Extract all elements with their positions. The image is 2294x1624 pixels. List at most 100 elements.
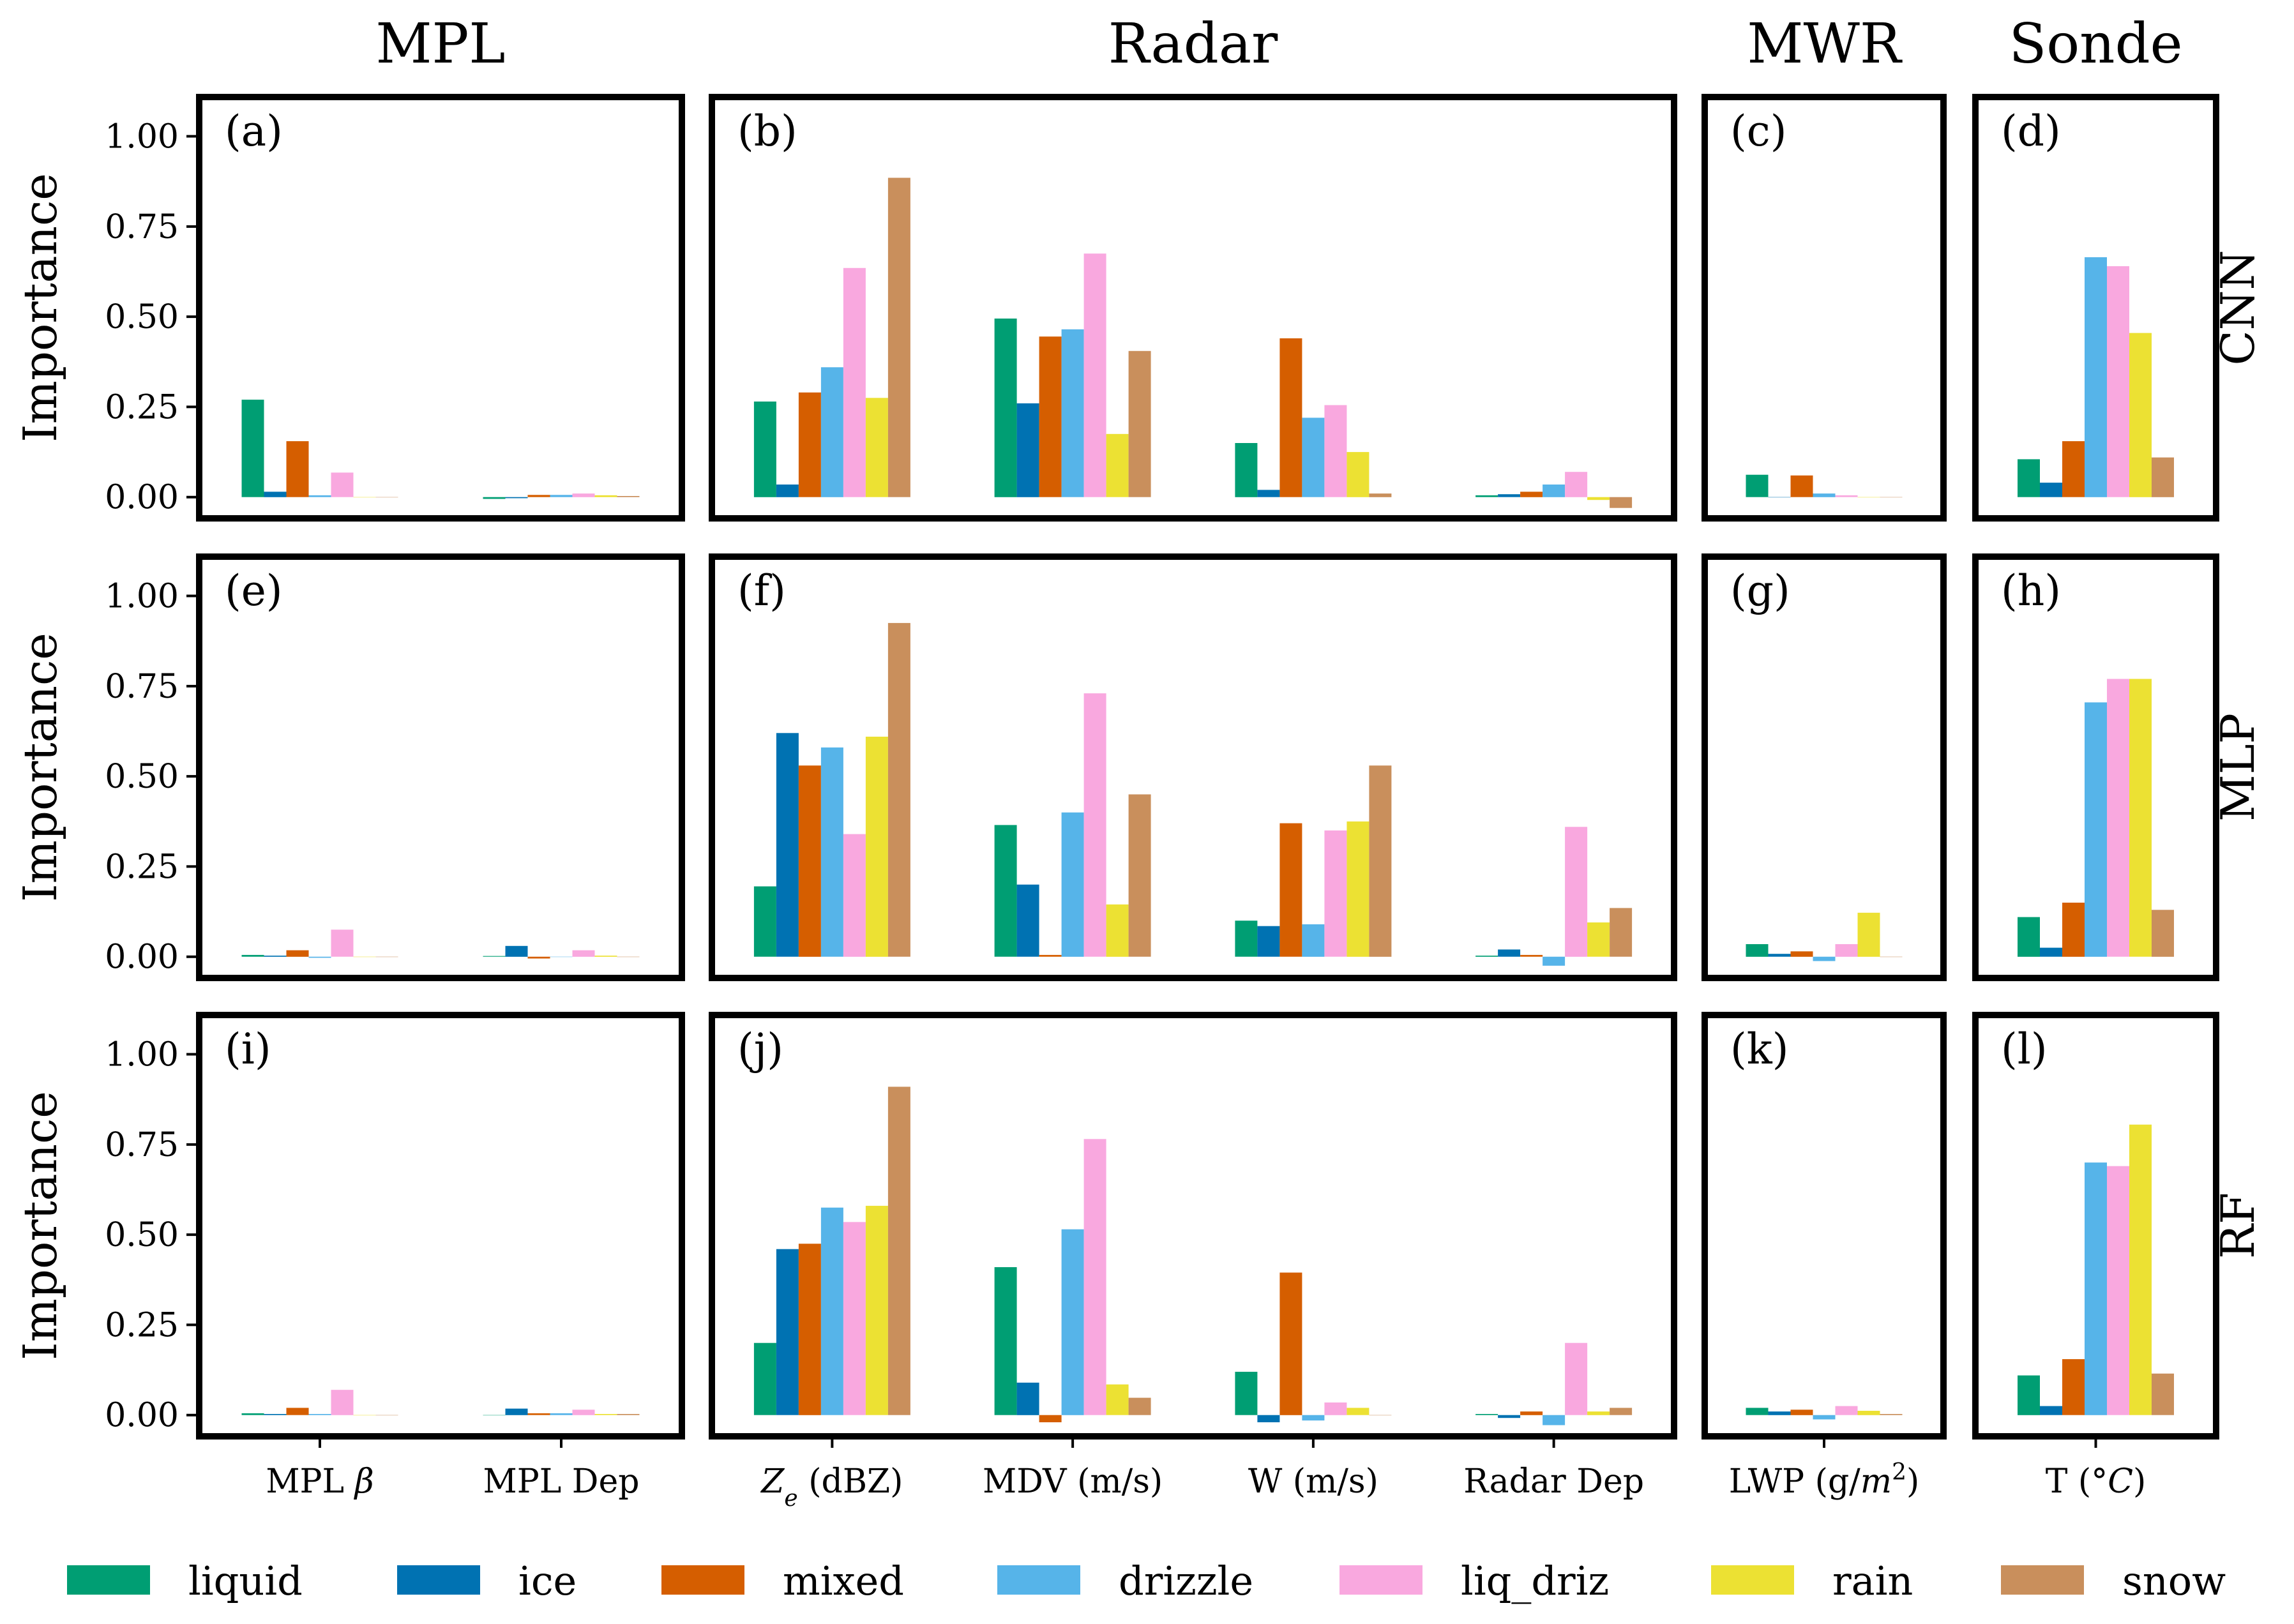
model-label-mlp: MLP xyxy=(2211,713,2265,822)
bar-liquid-j-f0 xyxy=(753,1342,776,1415)
bar-liq-driz-l-f0 xyxy=(2107,1166,2129,1415)
bar-mixed-b-f0 xyxy=(798,392,821,497)
legend-label-snow: snow xyxy=(2122,1558,2226,1604)
bar-drizzle-b-f1 xyxy=(1061,329,1084,497)
bar-drizzle-f-f0 xyxy=(820,747,843,957)
bar-snow-e-f0 xyxy=(375,956,398,958)
bar-mixed-l-f0 xyxy=(2062,1359,2085,1415)
legend-swatch-liquid xyxy=(67,1565,150,1595)
bar-liq-driz-i-f0 xyxy=(331,1390,354,1415)
legend-label-rain: rain xyxy=(1832,1558,1913,1604)
legend-item-mixed: mixed xyxy=(661,1558,904,1604)
legend-item-liq-driz: liq_driz xyxy=(1339,1558,1609,1604)
bar-liquid-e-f1 xyxy=(483,956,506,957)
bar-liq-driz-k-f0 xyxy=(1835,1406,1858,1415)
panels: (a) 0.00 0.25 0.50 0.75 1.00 Importance (b) (c) (… xyxy=(13,94,2219,1512)
bar-snow-a-f0 xyxy=(375,497,398,498)
panel-b: (b) xyxy=(709,94,1677,522)
bar-ice-l-f0 xyxy=(2040,1406,2062,1415)
y-tick-label: 0.25 xyxy=(105,388,179,426)
bar-snow-j-f3 xyxy=(1610,1408,1633,1415)
bar-drizzle-l-f0 xyxy=(2085,1162,2107,1415)
bar-rain-i-f1 xyxy=(594,1414,617,1415)
bar-liquid-a-f0 xyxy=(241,400,264,497)
bar-liquid-i-f0 xyxy=(241,1413,264,1415)
x-tick-label: LWP (g/m2) xyxy=(1729,1459,1920,1501)
panel-frame xyxy=(196,1012,685,1440)
bar-ice-f-f1 xyxy=(1016,884,1039,957)
panel-frame xyxy=(709,1012,1677,1440)
bar-mixed-b-f2 xyxy=(1279,338,1302,497)
panel-frame xyxy=(1972,1012,2219,1440)
bar-liquid-f-f0 xyxy=(753,886,776,957)
legend-swatch-liq-driz xyxy=(1339,1565,1422,1595)
bar-liq-driz-f-f1 xyxy=(1083,693,1106,957)
bar-rain-a-f1 xyxy=(594,495,617,497)
bar-snow-k-f0 xyxy=(1880,1414,1903,1415)
group-title-sonde: Sonde xyxy=(2009,12,2182,76)
bar-rain-f-f1 xyxy=(1106,904,1129,957)
panel-label: (e) xyxy=(225,566,283,615)
bar-snow-f-f2 xyxy=(1369,765,1392,957)
panel-label: (c) xyxy=(1730,107,1786,156)
bar-liquid-a-f1 xyxy=(483,497,506,499)
bar-ice-f-f2 xyxy=(1257,926,1280,957)
y-tick-label: 0.50 xyxy=(105,758,179,796)
bar-ice-a-f0 xyxy=(264,492,287,497)
group-titles: MPL Radar MWR Sonde xyxy=(375,12,2182,76)
bar-drizzle-j-f0 xyxy=(820,1207,843,1415)
group-title-mpl: MPL xyxy=(375,12,505,76)
bar-drizzle-f-f3 xyxy=(1543,956,1566,966)
bar-liquid-k-f0 xyxy=(1746,1408,1769,1415)
bar-mixed-i-f0 xyxy=(286,1408,309,1415)
bar-liq-driz-e-f1 xyxy=(572,950,595,957)
panel-frame xyxy=(196,94,685,522)
y-tick-label: 0.75 xyxy=(105,208,179,246)
panel-label: (i) xyxy=(225,1025,271,1074)
y-axis-label: Importance xyxy=(13,633,67,902)
legend: liquid ice mixed drizzle liq_driz rain snow xyxy=(67,1558,2226,1604)
bar-mixed-g-f0 xyxy=(1790,951,1813,957)
bar-rain-f-f2 xyxy=(1347,821,1370,957)
bar-ice-i-f0 xyxy=(264,1414,287,1415)
bar-snow-g-f0 xyxy=(1880,956,1903,958)
bar-snow-b-f2 xyxy=(1369,493,1392,497)
bar-liquid-d-f0 xyxy=(2018,459,2040,497)
bar-ice-i-f1 xyxy=(505,1408,528,1415)
bar-drizzle-f-f2 xyxy=(1302,924,1325,957)
bar-mixed-f-f2 xyxy=(1279,823,1302,957)
bar-drizzle-c-f0 xyxy=(1813,493,1836,497)
bar-ice-j-f1 xyxy=(1016,1382,1039,1415)
bar-snow-b-f3 xyxy=(1610,497,1633,508)
x-tick-label: MPL Dep xyxy=(483,1462,639,1501)
bar-snow-c-f0 xyxy=(1880,497,1903,498)
bar-mixed-j-f0 xyxy=(798,1244,821,1415)
bar-snow-e-f1 xyxy=(617,956,640,958)
panel-label: (a) xyxy=(225,107,283,156)
legend-label-liq-driz: liq_driz xyxy=(1461,1558,1609,1604)
bar-ice-h-f0 xyxy=(2040,947,2062,957)
panel-d: (d) xyxy=(1972,94,2219,522)
bar-liq-driz-c-f0 xyxy=(1835,495,1858,497)
bar-liquid-i-f1 xyxy=(483,1415,506,1416)
bar-ice-c-f0 xyxy=(1768,497,1791,498)
panel-frame xyxy=(196,553,685,981)
bar-liquid-f-f2 xyxy=(1235,921,1258,957)
bar-ice-b-f3 xyxy=(1498,494,1521,497)
y-axis-label: Importance xyxy=(13,1091,67,1360)
bar-ice-b-f1 xyxy=(1016,403,1039,497)
panel-frame xyxy=(1972,94,2219,522)
bar-rain-f-f0 xyxy=(865,737,888,957)
panel-label: (d) xyxy=(2001,107,2061,156)
panel-c: (c) xyxy=(1702,94,1947,522)
bar-drizzle-k-f0 xyxy=(1813,1415,1836,1420)
legend-item-liquid: liquid xyxy=(67,1558,303,1604)
bar-liq-driz-b-f3 xyxy=(1565,472,1588,497)
y-tick-label: 0.25 xyxy=(105,848,179,886)
y-tick-label: 0.00 xyxy=(105,1397,179,1435)
bar-ice-g-f0 xyxy=(1768,954,1791,957)
legend-item-snow: snow xyxy=(2001,1558,2226,1604)
bar-rain-b-f3 xyxy=(1587,497,1610,500)
bar-mixed-f-f3 xyxy=(1520,954,1543,957)
